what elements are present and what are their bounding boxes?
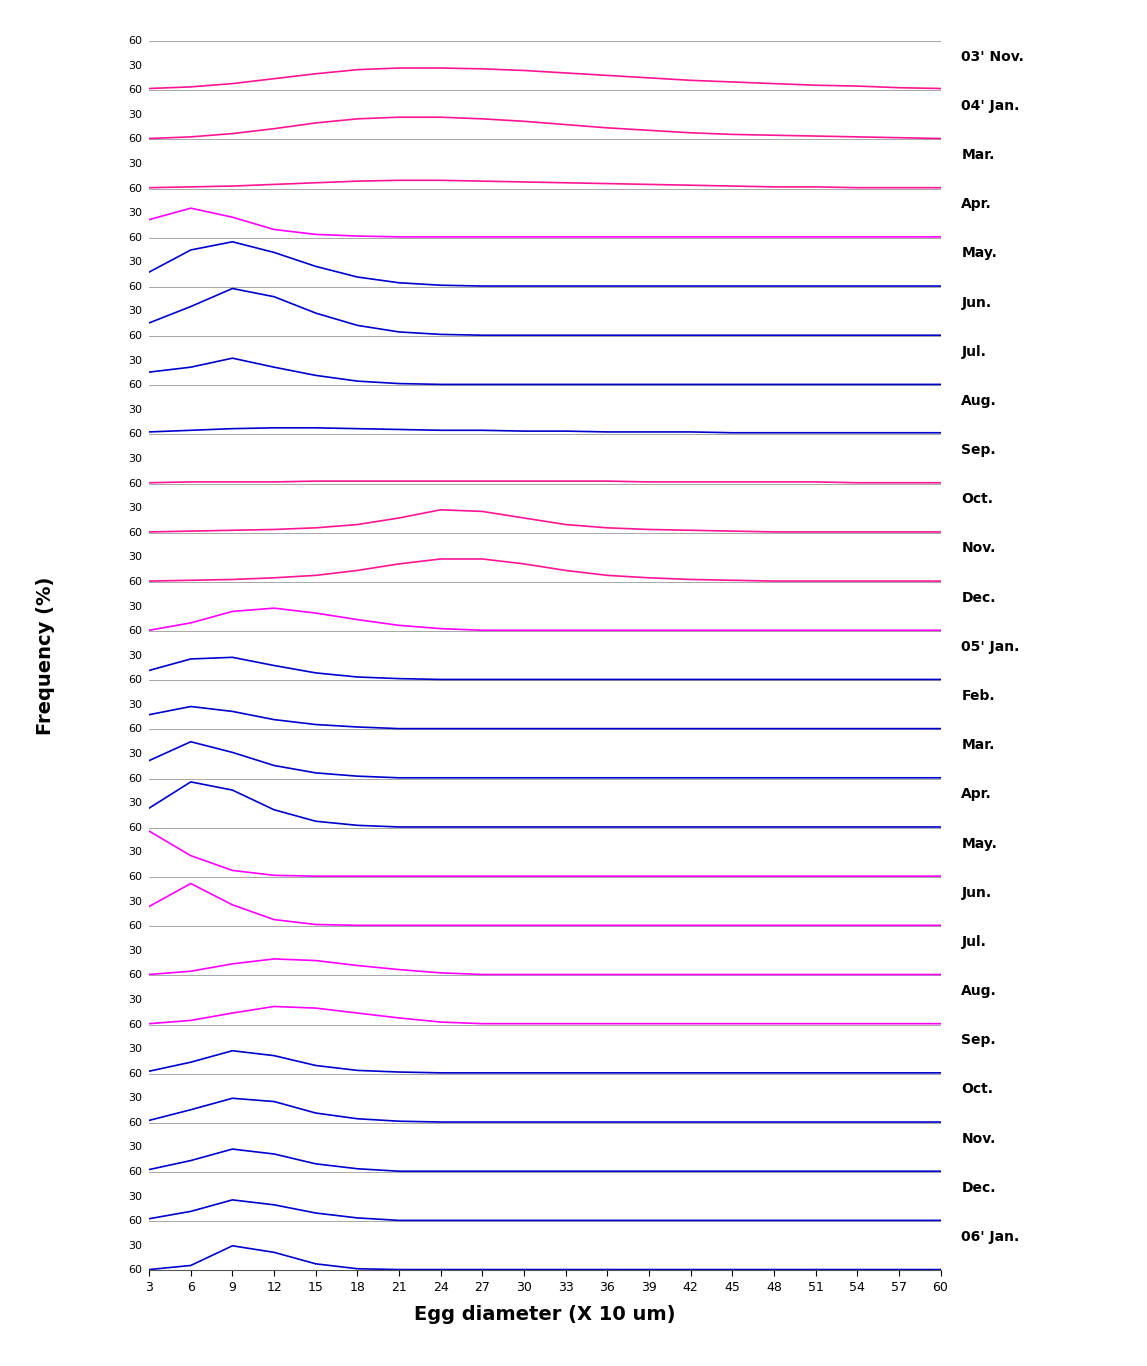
Text: 30: 30 bbox=[128, 699, 142, 710]
Text: Apr.: Apr. bbox=[961, 787, 992, 802]
Text: 60: 60 bbox=[128, 380, 142, 391]
Text: Sep.: Sep. bbox=[961, 443, 996, 458]
Text: 04' Jan.: 04' Jan. bbox=[961, 98, 1020, 113]
Text: 30: 30 bbox=[128, 404, 142, 415]
Text: 60: 60 bbox=[128, 675, 142, 686]
Text: 30: 30 bbox=[128, 1142, 142, 1153]
Text: 30: 30 bbox=[128, 945, 142, 956]
Text: Feb.: Feb. bbox=[961, 688, 994, 703]
Text: 60: 60 bbox=[128, 331, 142, 342]
Text: 60: 60 bbox=[128, 773, 142, 784]
Text: 30: 30 bbox=[128, 601, 142, 612]
Text: 60: 60 bbox=[128, 183, 142, 194]
Text: 60: 60 bbox=[128, 281, 142, 292]
Text: Oct.: Oct. bbox=[961, 1082, 993, 1097]
Text: 30: 30 bbox=[128, 994, 142, 1005]
Text: 60: 60 bbox=[128, 429, 142, 440]
Text: Jul.: Jul. bbox=[961, 934, 986, 949]
Text: 60: 60 bbox=[128, 576, 142, 587]
Text: 30: 30 bbox=[128, 60, 142, 71]
Text: 60: 60 bbox=[128, 970, 142, 981]
Text: 30: 30 bbox=[128, 109, 142, 120]
Text: 30: 30 bbox=[128, 257, 142, 268]
Text: 30: 30 bbox=[128, 1093, 142, 1104]
Text: Sep.: Sep. bbox=[961, 1033, 996, 1048]
Text: 30: 30 bbox=[128, 1240, 142, 1251]
Text: 60: 60 bbox=[128, 822, 142, 833]
Text: 30: 30 bbox=[128, 1044, 142, 1055]
Text: 60: 60 bbox=[128, 1216, 142, 1227]
Text: 60: 60 bbox=[128, 527, 142, 538]
Text: 30: 30 bbox=[128, 1191, 142, 1202]
Text: Mar.: Mar. bbox=[961, 738, 994, 753]
Text: 30: 30 bbox=[128, 306, 142, 317]
Text: 30: 30 bbox=[128, 650, 142, 661]
Text: 60: 60 bbox=[128, 1265, 142, 1276]
Text: 60: 60 bbox=[128, 1019, 142, 1030]
Text: 60: 60 bbox=[128, 626, 142, 637]
Text: 60: 60 bbox=[128, 724, 142, 735]
Text: 60: 60 bbox=[128, 478, 142, 489]
Text: Oct.: Oct. bbox=[961, 492, 993, 507]
Text: 60: 60 bbox=[128, 232, 142, 243]
Text: 60: 60 bbox=[128, 36, 142, 46]
Text: Apr.: Apr. bbox=[961, 197, 992, 212]
Text: 30: 30 bbox=[128, 847, 142, 858]
Text: 60: 60 bbox=[128, 134, 142, 145]
Text: 30: 30 bbox=[128, 552, 142, 563]
Text: 30: 30 bbox=[128, 798, 142, 809]
Text: 05' Jan.: 05' Jan. bbox=[961, 639, 1020, 654]
Text: Nov.: Nov. bbox=[961, 541, 996, 556]
Text: Jun.: Jun. bbox=[961, 885, 991, 900]
Text: 30: 30 bbox=[128, 208, 142, 219]
Text: Aug.: Aug. bbox=[961, 393, 997, 408]
Text: 60: 60 bbox=[128, 921, 142, 932]
Text: Jun.: Jun. bbox=[961, 295, 991, 310]
Text: 60: 60 bbox=[128, 1068, 142, 1079]
Text: 60: 60 bbox=[128, 872, 142, 882]
Text: 30: 30 bbox=[128, 158, 142, 169]
Text: Jul.: Jul. bbox=[961, 344, 986, 359]
X-axis label: Egg diameter (X 10 um): Egg diameter (X 10 um) bbox=[414, 1305, 676, 1324]
Text: Mar.: Mar. bbox=[961, 148, 994, 163]
Text: Aug.: Aug. bbox=[961, 984, 997, 999]
Text: Dec.: Dec. bbox=[961, 1180, 996, 1195]
Text: Frequency (%): Frequency (%) bbox=[37, 576, 55, 735]
Text: Nov.: Nov. bbox=[961, 1131, 996, 1146]
Text: 60: 60 bbox=[128, 1167, 142, 1177]
Text: May.: May. bbox=[961, 836, 997, 851]
Text: May.: May. bbox=[961, 246, 997, 261]
Text: 60: 60 bbox=[128, 85, 142, 96]
Text: 60: 60 bbox=[128, 1117, 142, 1128]
Text: 30: 30 bbox=[128, 355, 142, 366]
Text: 30: 30 bbox=[128, 454, 142, 464]
Text: 30: 30 bbox=[128, 896, 142, 907]
Text: 06' Jan.: 06' Jan. bbox=[961, 1229, 1020, 1244]
Text: 30: 30 bbox=[128, 503, 142, 514]
Text: 03' Nov.: 03' Nov. bbox=[961, 49, 1024, 64]
Text: Dec.: Dec. bbox=[961, 590, 996, 605]
Text: 30: 30 bbox=[128, 749, 142, 759]
